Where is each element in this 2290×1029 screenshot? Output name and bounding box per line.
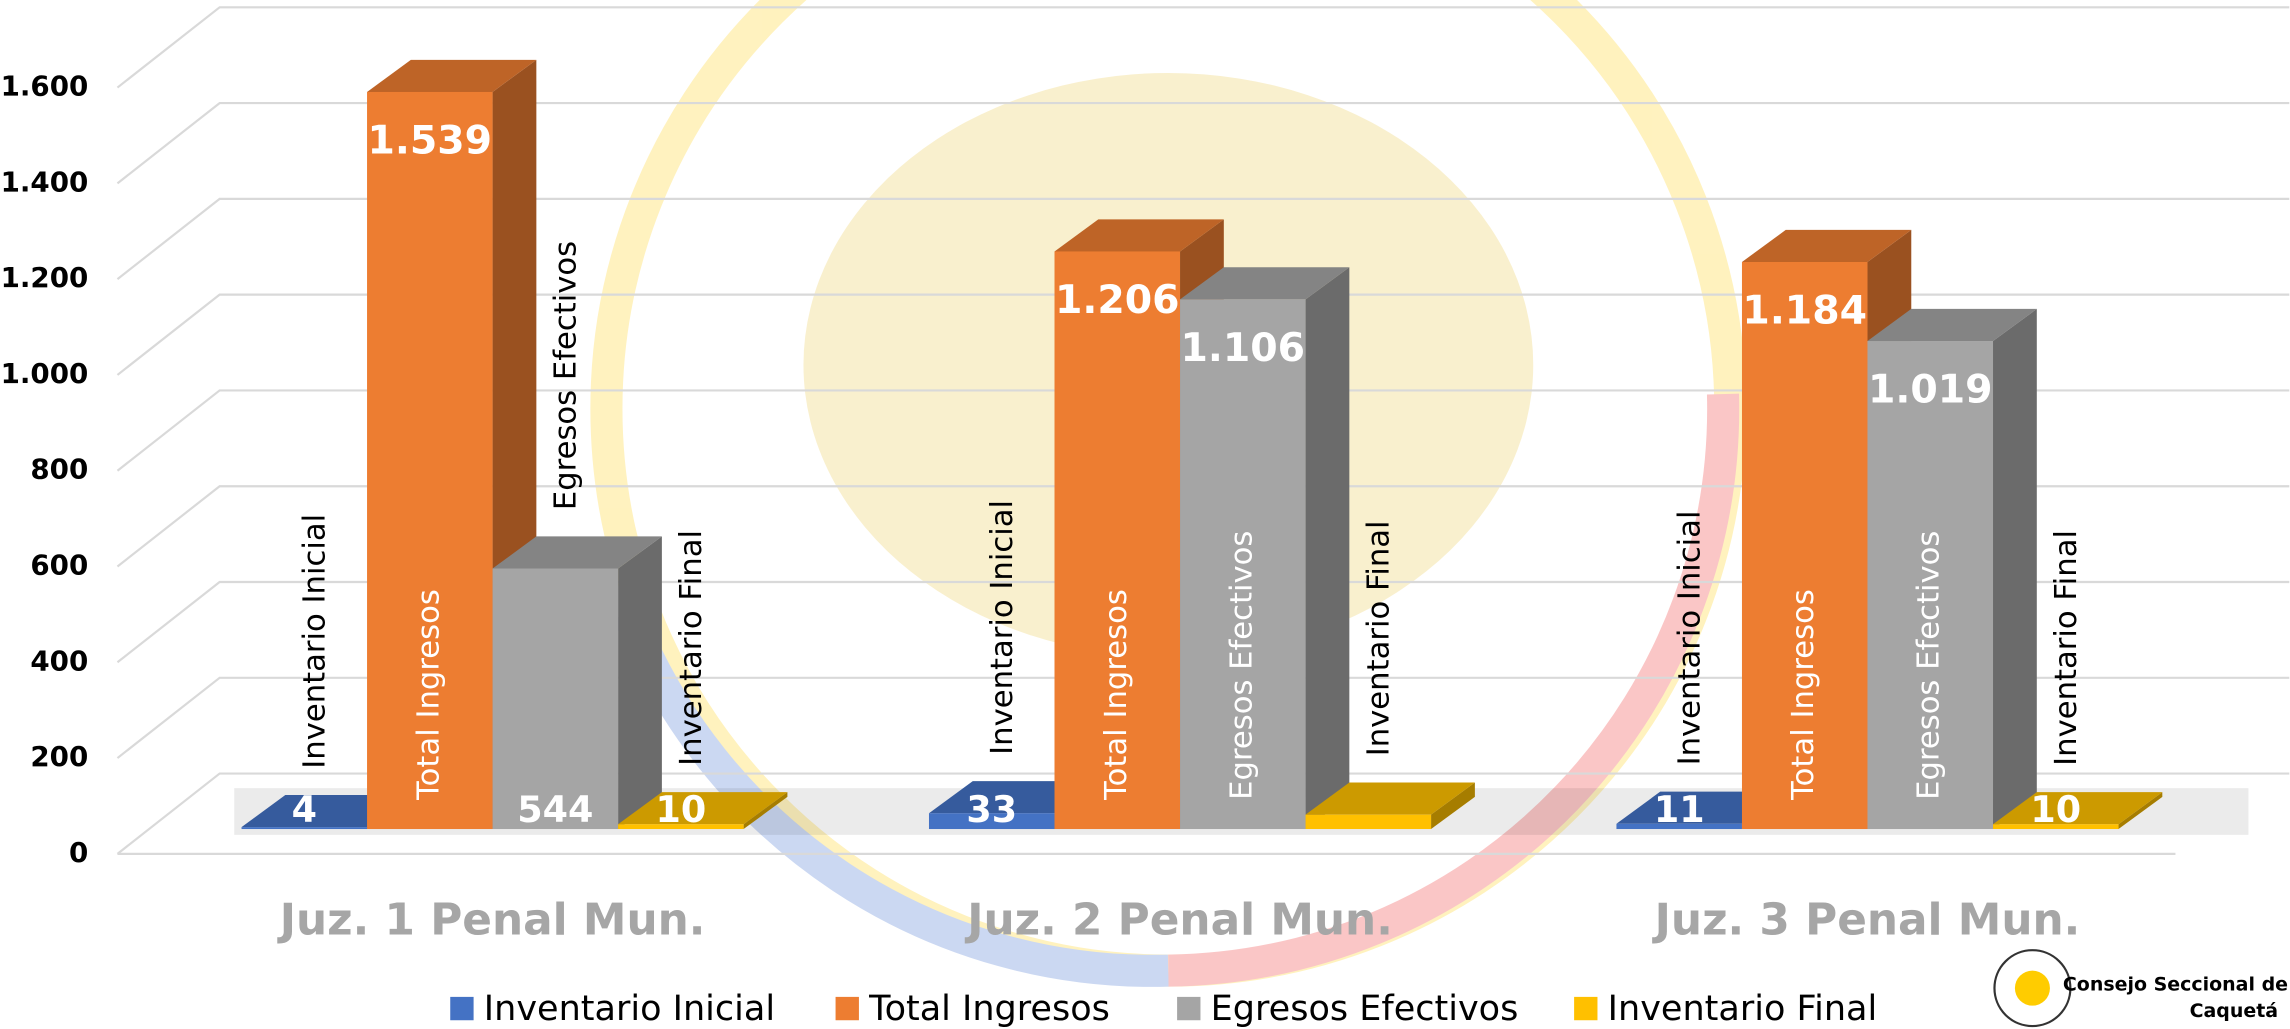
y-tick-label: 1.200 [1,261,89,294]
bar-series-label: Inventario Final [1361,520,1396,756]
data-label: 1.184 [1742,288,1867,334]
y-tick-label: 1.400 [1,165,89,198]
bar-side [618,536,662,829]
chart: Consejo Seccional de Caquetá 0 200 400 600 8… [0,0,2290,1029]
legend-label: Inventario Final [1608,988,1878,1029]
bar-series-label: Inventario Final [674,530,709,766]
data-label: 1.019 [1868,367,1993,413]
bar-series-label: Total Ingresos [1786,589,1821,801]
bar-series-label: Inventario Final [2049,530,2084,766]
y-tick-label: 0 [69,836,88,869]
y-tick-label: 400 [30,644,88,677]
x-tick-label: Juz. 2 Penal Mun. [964,894,1393,945]
data-label: 4 [292,788,317,831]
data-label: 10 [2030,788,2081,831]
legend-swatch [836,997,859,1020]
bar-side [1993,309,2037,829]
bar-series-label: Total Ingresos [1099,589,1134,801]
legend-label: Inventario Inicial [484,988,775,1029]
data-label: 10 [655,788,706,831]
bar-series-label: Egresos Efectivos [549,241,584,510]
bar-side [1306,267,1350,829]
legend-label: Total Ingresos [868,988,1110,1029]
data-label: 544 [517,788,593,831]
logo: Consejo Seccional de Caquetá [1994,950,2288,1026]
page: Consejo Seccional de Caquetá 0 200 400 600 8… [0,0,2290,1029]
legend-label: Egresos Efectivos [1211,988,1519,1029]
data-label: 1.539 [368,118,493,164]
bar-series-label: Inventario Inicial [297,514,332,769]
bar-series-label: Inventario Inicial [985,500,1020,755]
logo-emblem [2015,971,2050,1006]
x-tick-label: Juz. 1 Penal Mun. [277,894,706,945]
logo-line1: Consejo Seccional de [2063,974,2288,996]
bar [1306,815,1432,829]
y-tick-label: 600 [30,548,88,581]
y-tick-label: 200 [30,740,88,773]
legend-swatch [1177,997,1200,1020]
data-label: 33 [966,788,1017,831]
x-tick-label: Juz. 3 Penal Mun. [1652,894,2081,945]
bar-series-label: Egresos Efectivos [1912,531,1947,800]
y-tick-label: 1.600 [1,70,89,103]
legend-swatch [450,997,473,1020]
data-label: 11 [1654,788,1705,831]
logo-line2: Caquetá [2190,1000,2279,1022]
bar-series-label: Total Ingresos [411,589,446,801]
y-tick-label: 1.000 [1,357,89,390]
data-label: 1.106 [1180,325,1305,371]
data-label: 1.206 [1055,277,1180,323]
y-tick-label: 800 [30,453,88,486]
legend-swatch [1574,997,1597,1020]
bar-series-label: Inventario Inicial [1672,511,1707,766]
bar-series-label: Egresos Efectivos [1224,531,1259,800]
